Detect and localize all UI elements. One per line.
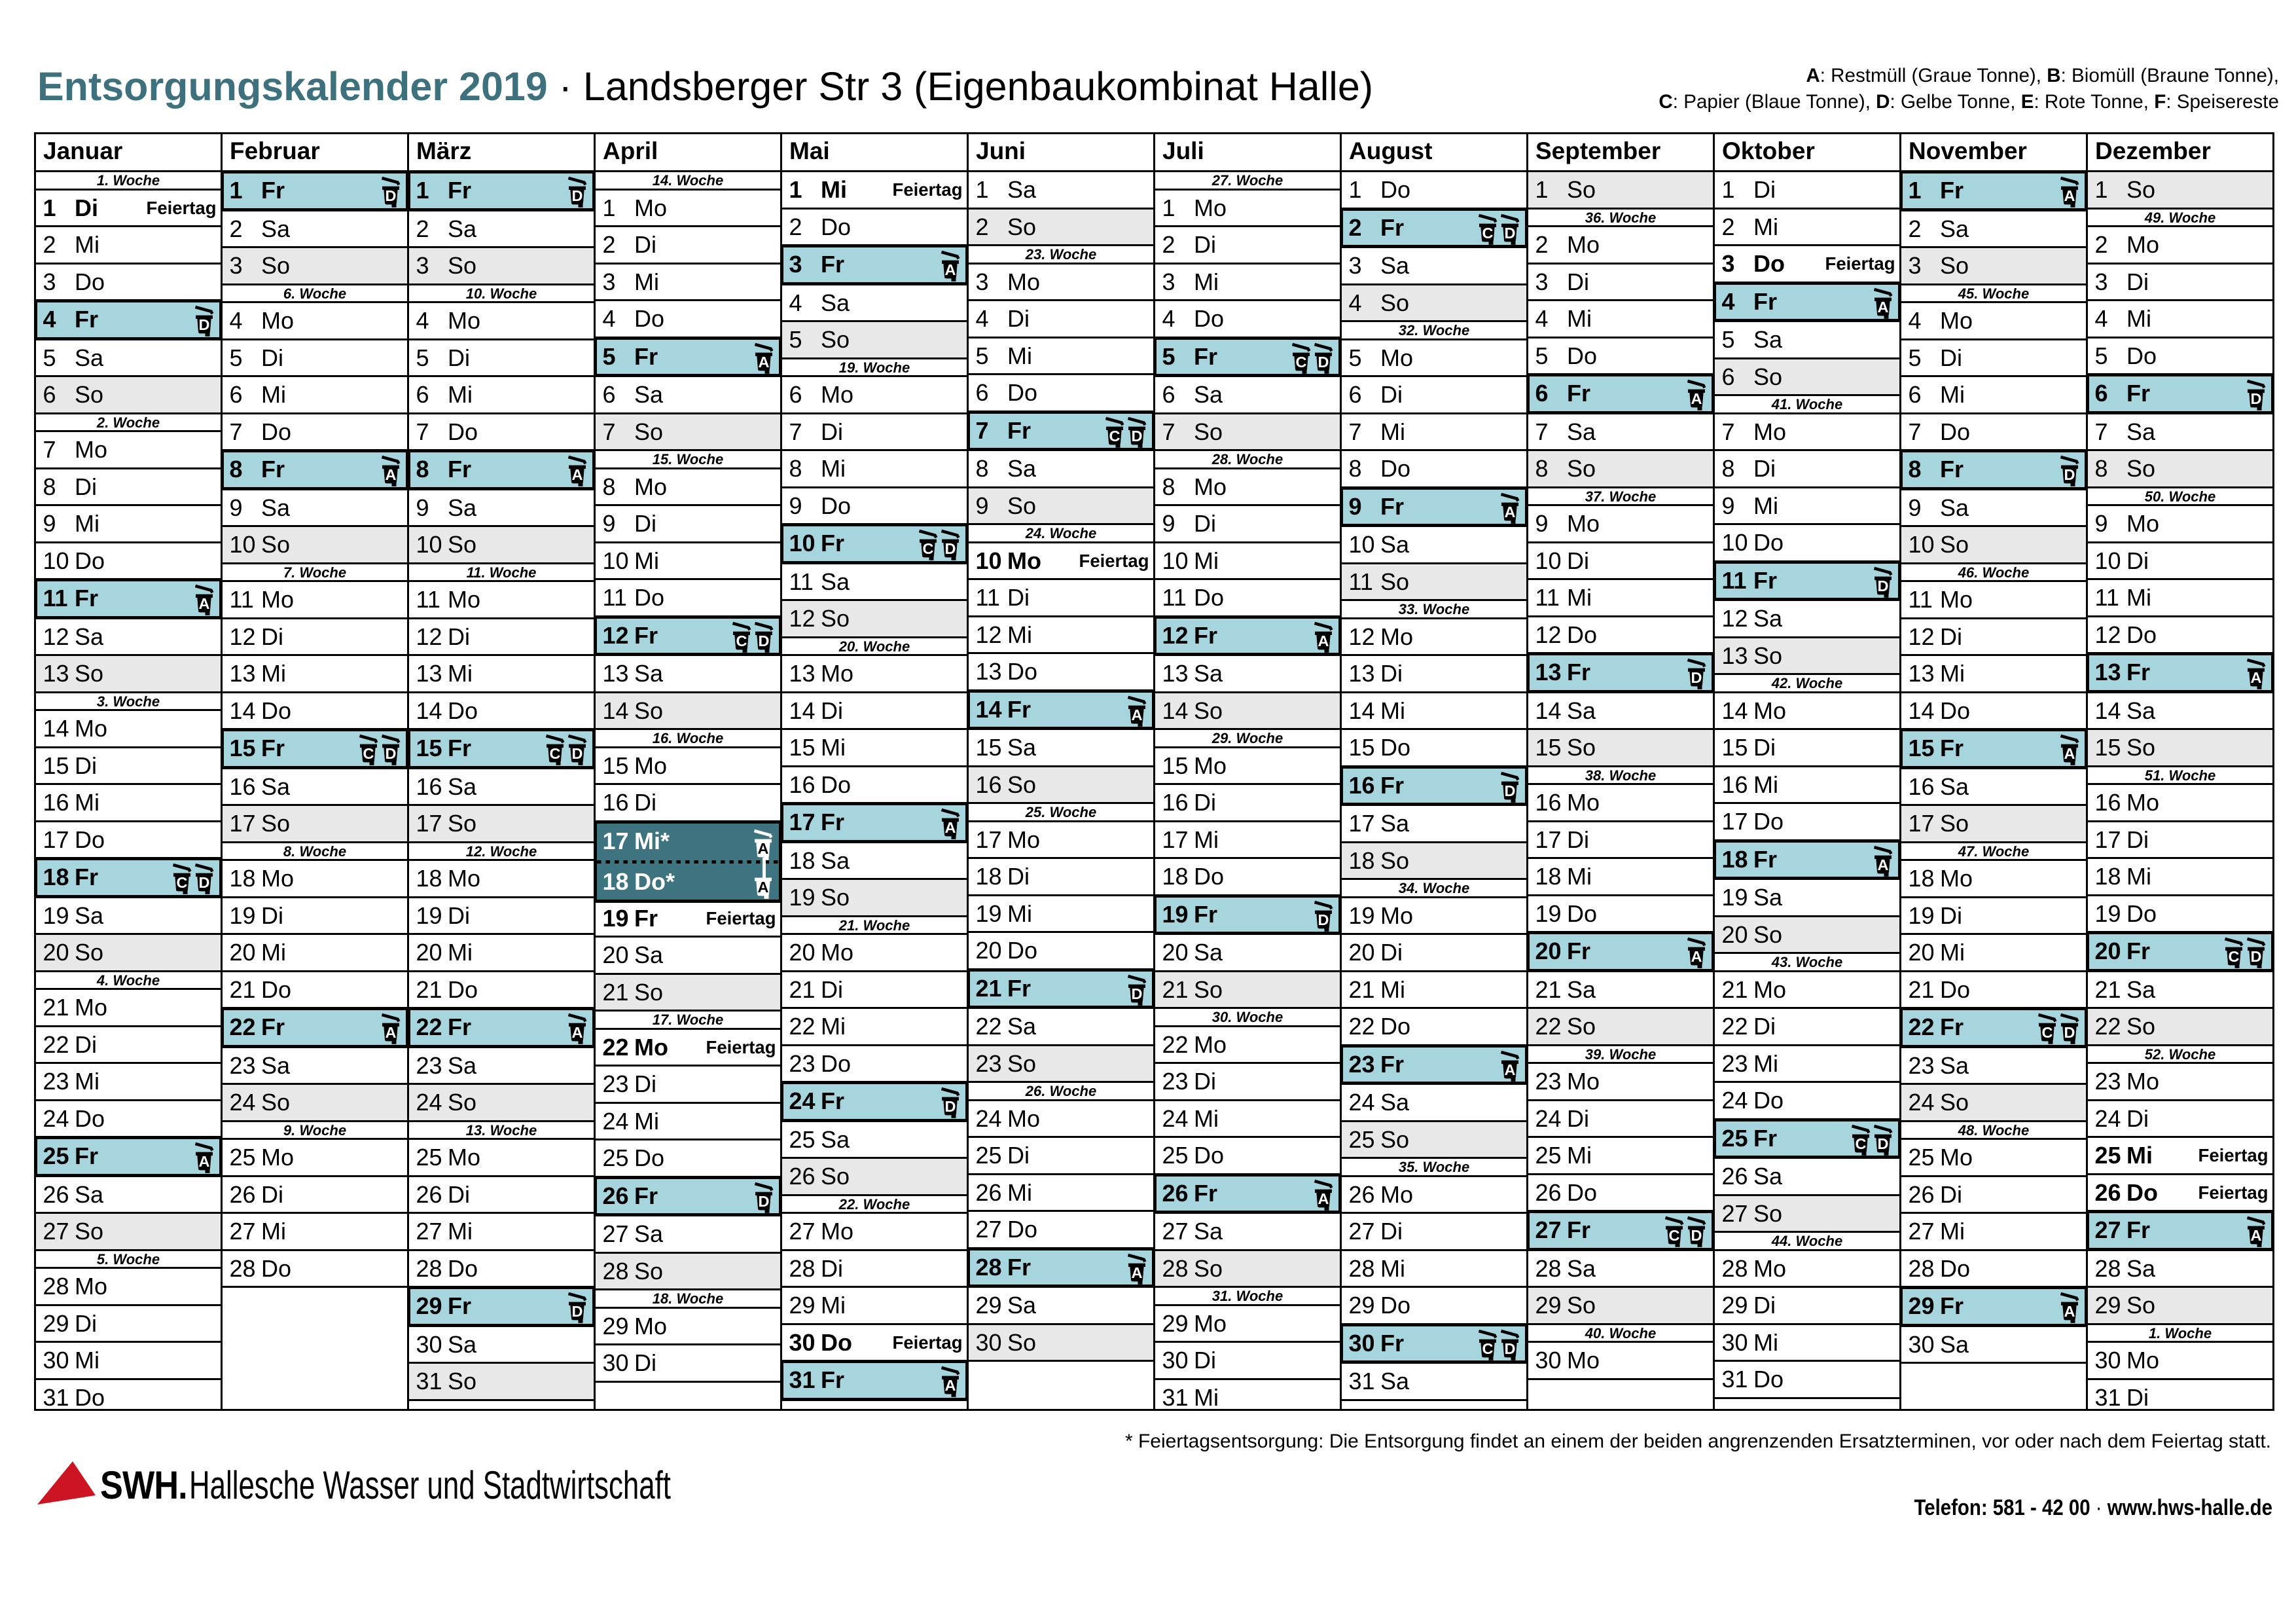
svg-text:C: C xyxy=(1296,354,1307,371)
svg-text:A: A xyxy=(572,1024,583,1041)
svg-text:C: C xyxy=(1482,1340,1494,1357)
svg-text:A: A xyxy=(386,1024,397,1041)
svg-text:A: A xyxy=(2064,1303,2075,1320)
svg-text:D: D xyxy=(2251,390,2262,407)
svg-text:D: D xyxy=(1505,225,1516,242)
svg-text:D: D xyxy=(1878,577,1889,594)
svg-text:A: A xyxy=(1878,299,1889,316)
svg-text:A: A xyxy=(1505,503,1516,520)
svg-text:A: A xyxy=(1318,1190,1329,1207)
svg-text:C: C xyxy=(2229,948,2240,965)
svg-text:C: C xyxy=(363,745,374,762)
svg-text:C: C xyxy=(2042,1024,2053,1041)
svg-text:D: D xyxy=(386,745,397,762)
svg-text:D: D xyxy=(1318,354,1329,371)
svg-text:C: C xyxy=(923,540,934,557)
svg-text:A: A xyxy=(199,595,210,612)
svg-text:D: D xyxy=(386,187,397,204)
svg-text:D: D xyxy=(1878,1135,1889,1152)
svg-text:C: C xyxy=(550,745,561,762)
svg-text:D: D xyxy=(572,187,583,204)
svg-text:C: C xyxy=(736,632,747,649)
svg-text:D: D xyxy=(1132,428,1143,445)
svg-text:A: A xyxy=(1691,390,1702,407)
svg-text:A: A xyxy=(759,354,770,371)
svg-text:C: C xyxy=(1109,428,1121,445)
svg-text:A: A xyxy=(2251,669,2262,686)
svg-text:D: D xyxy=(572,745,583,762)
svg-text:D: D xyxy=(2064,466,2075,483)
svg-text:D: D xyxy=(1691,669,1702,686)
svg-text:D: D xyxy=(1132,985,1143,1002)
svg-text:D: D xyxy=(2064,1024,2075,1041)
svg-text:A: A xyxy=(1878,856,1889,873)
svg-text:D: D xyxy=(199,316,210,333)
svg-text:A: A xyxy=(1318,632,1329,649)
svg-text:D: D xyxy=(945,1098,956,1115)
svg-text:D: D xyxy=(1691,1227,1702,1244)
svg-text:A: A xyxy=(2064,187,2075,204)
svg-text:D: D xyxy=(1505,1340,1516,1357)
svg-text:A: A xyxy=(945,261,956,278)
svg-text:A: A xyxy=(199,1153,210,1170)
svg-text:A: A xyxy=(758,840,769,857)
svg-text:D: D xyxy=(199,874,210,891)
svg-text:A: A xyxy=(758,879,769,896)
svg-text:C: C xyxy=(1669,1227,1680,1244)
svg-text:D: D xyxy=(759,1193,770,1210)
svg-text:D: D xyxy=(572,1303,583,1320)
svg-text:A: A xyxy=(1505,1061,1516,1078)
svg-text:C: C xyxy=(177,874,188,891)
svg-text:D: D xyxy=(1505,782,1516,799)
svg-text:A: A xyxy=(1691,948,1702,965)
svg-text:A: A xyxy=(386,466,397,483)
svg-text:D: D xyxy=(1318,911,1329,928)
svg-text:C: C xyxy=(1856,1135,1867,1152)
svg-text:D: D xyxy=(759,632,770,649)
svg-text:A: A xyxy=(2251,1227,2262,1244)
svg-text:A: A xyxy=(1132,706,1143,723)
svg-text:A: A xyxy=(945,819,956,836)
svg-text:A: A xyxy=(945,1377,956,1394)
svg-text:A: A xyxy=(2064,745,2075,762)
svg-text:A: A xyxy=(572,466,583,483)
svg-text:D: D xyxy=(945,540,956,557)
svg-text:C: C xyxy=(1482,225,1494,242)
svg-text:D: D xyxy=(2251,948,2262,965)
svg-text:A: A xyxy=(1132,1264,1143,1281)
